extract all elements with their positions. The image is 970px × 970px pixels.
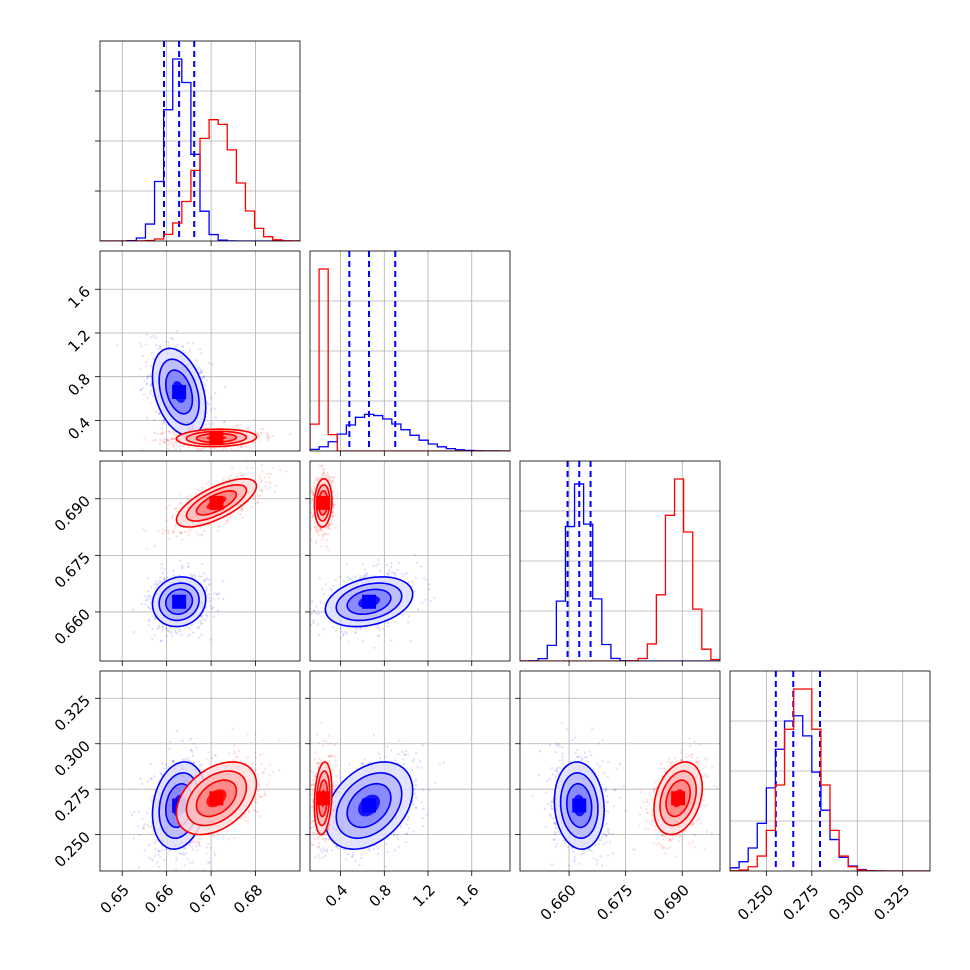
panel-frame [309,670,511,872]
contour-line-B [195,432,238,444]
contour-line-A [324,576,414,628]
contour-line-B [665,779,692,818]
contour-line-A [158,358,200,426]
x-tick-label: 0.660 [537,881,580,924]
x-tick-label: 0.66 [141,881,177,917]
contour-line-B [659,770,698,827]
density-peak-A [172,384,187,399]
panel-frame [519,670,721,872]
y-tick-label: 0.690 [51,492,94,535]
contour-line-B [175,477,258,528]
density-peak-B [209,430,224,445]
x-tick-label: 0.4 [322,881,352,911]
histogram-panel-2 [519,460,721,666]
y-tick-label: 0.250 [51,828,94,871]
density-peak-A [362,594,377,609]
density-peak-B [316,495,331,510]
panel-frame [309,460,511,662]
contour-line-B [653,761,704,836]
contour-line-A [335,582,403,622]
histogram-series-B [520,478,720,661]
y-tick-label: 1.6 [64,283,94,313]
contour-line-A [553,761,606,851]
x-tick-label: 0.675 [593,881,636,924]
contour-line-A [346,588,392,615]
scatter-panel-3-2 [515,670,721,876]
x-tick-label: 0.275 [779,881,822,924]
scatter-panel-3-0 [95,670,301,876]
contour-line-B [185,770,248,827]
scatter-panel-3-1 [305,670,511,876]
panel-frame [519,460,721,662]
panel-frame [99,460,301,662]
x-tick-label: 0.8 [365,881,395,911]
contour-line-B [313,761,333,836]
density-peak-B [209,495,224,510]
y-tick-label: 0.4 [64,414,94,444]
histogram-series-A [310,413,510,451]
histogram-series-B [310,268,510,451]
contour-line-A [346,782,392,829]
contour-line-B [195,779,238,818]
contour-line-A [559,771,599,840]
scatter-panel-2-0 [95,460,301,666]
panel-frame [729,670,931,872]
density-peak-A [362,798,377,813]
panel-frame [309,250,511,452]
contour-line-A [565,782,593,829]
x-tick-label: 0.325 [870,881,913,924]
y-tick-label: 0.8 [64,370,94,400]
y-tick-label: 0.300 [51,737,94,780]
contour-line-A [164,369,194,415]
x-tick-label: 0.690 [650,881,693,924]
panel-frame [99,250,301,452]
x-tick-label: 0.65 [97,881,133,917]
y-tick-label: 0.325 [51,692,94,735]
contour-line-B [185,430,248,446]
density-peak-B [671,791,686,806]
density-peak-B [316,791,331,806]
histogram-series-B [730,688,930,871]
contour-line-B [195,489,238,516]
histogram-panel-1 [309,250,511,456]
density-peak-A [572,798,587,813]
panel-frame [99,670,301,872]
contour-line-A [151,576,207,628]
contour-line-A [164,588,194,616]
histogram-series-A [520,483,720,661]
histogram-panel-3 [729,670,931,876]
contour-line-A [151,761,207,850]
y-tick-label: 1.2 [64,326,94,356]
contour-line-B [175,428,258,448]
contour-line-A [158,582,200,622]
x-tick-label: 1.2 [409,881,439,911]
x-tick-label: 0.300 [825,881,868,924]
x-tick-label: 0.67 [186,881,222,917]
x-tick-label: 1.6 [453,881,483,911]
histogram-panel-0 [95,40,301,246]
contour-line-A [335,771,403,840]
y-tick-label: 0.675 [51,549,94,592]
density-peak-A [172,594,187,609]
scatter-panel-1-0 [95,250,301,456]
scatter-panel-2-1 [305,460,511,666]
contour-line-B [313,477,333,528]
contour-line-B [185,483,248,522]
x-tick-label: 0.68 [230,881,266,917]
x-tick-label: 0.250 [734,881,777,924]
contour-line-B [175,761,258,836]
y-tick-label: 0.660 [51,605,94,648]
y-tick-label: 0.275 [51,782,94,825]
density-peak-B [209,791,224,806]
